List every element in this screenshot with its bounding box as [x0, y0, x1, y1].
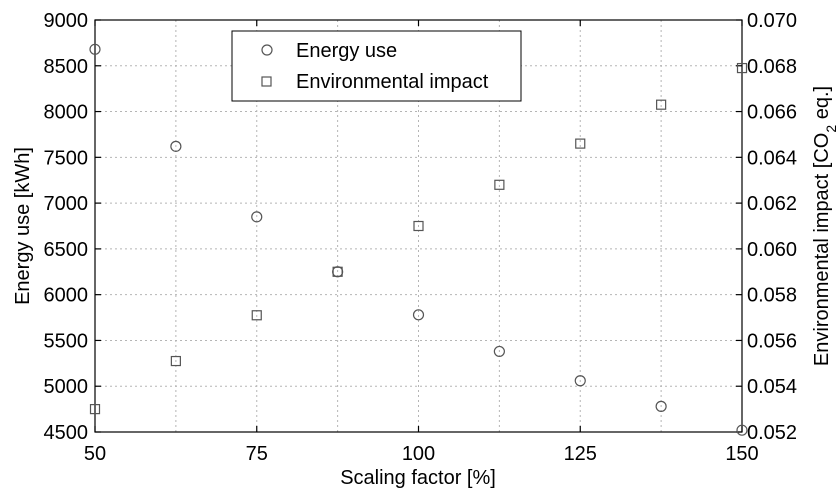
- energy-use-point: [251, 211, 263, 223]
- x-tick-label: 100: [402, 443, 435, 465]
- energy-use-point: [493, 345, 505, 358]
- legend-label-environmental-impact: Environmental impact: [296, 71, 489, 93]
- x-tick-label: 125: [564, 443, 597, 465]
- x-tick-labels: 50 75 100 125 150: [84, 443, 759, 465]
- environmental-impact-point: [89, 404, 101, 415]
- y-right-tick-label: 0.068: [747, 56, 797, 78]
- y-right-tick-label: 0.064: [747, 147, 797, 169]
- x-axis-label: Scaling factor [%]: [340, 467, 496, 489]
- environmental-impact-point: [251, 310, 262, 321]
- environmental-impact-point: [332, 266, 343, 277]
- energy-use-point: [655, 400, 667, 412]
- grid: [95, 20, 742, 432]
- energy-use-point: [170, 140, 182, 152]
- y-left-tick-label: 6000: [44, 285, 89, 307]
- environmental-impact-point: [736, 62, 748, 74]
- y-right-tick-label: 0.066: [747, 102, 797, 124]
- y-right-tick-label: 0.052: [747, 422, 797, 444]
- environmental-impact-point: [656, 99, 667, 110]
- legend-box: [231, 30, 522, 102]
- environmental-impact-point: [413, 220, 424, 232]
- x-tick-label: 50: [84, 443, 106, 465]
- environmental-impact-point: [575, 138, 586, 149]
- y-left-tick-label: 5000: [44, 376, 89, 398]
- energy-use-point: [89, 43, 101, 55]
- y-right-axis-label: Environmental impact [CO2 eq.]: [811, 86, 839, 366]
- y-left-tick-label: 4500: [44, 422, 89, 444]
- y-left-tick-label: 8500: [44, 56, 89, 78]
- y-right-tick-label: 0.058: [747, 285, 797, 307]
- energy-use-point: [412, 309, 425, 321]
- legend-label-energy-use: Energy use: [296, 40, 397, 62]
- x-tick-label: 75: [246, 443, 268, 465]
- y-right-tick-label: 0.070: [747, 10, 797, 32]
- energy-use-point: [736, 424, 748, 436]
- y-left-axis-label: Energy use [kWh]: [12, 147, 34, 305]
- y-right-tick-labels: 0.052 0.054 0.056 0.058 0.060 0.062 0.064 0.066…: [747, 10, 797, 444]
- legend-square-marker: [261, 76, 272, 87]
- x-tick-label: 150: [725, 443, 758, 465]
- legend-circle-marker: [261, 44, 273, 56]
- y-left-tick-label: 7500: [44, 147, 89, 169]
- y-left-tick-labels: 4500 5000 5500 6000 6500 7000 7500 8000 8500 9000: [44, 10, 89, 444]
- y-right-tick-label: 0.062: [747, 193, 797, 215]
- y-right-tick-label: 0.054: [747, 376, 797, 398]
- y-left-tick-label: 9000: [44, 10, 89, 32]
- environmental-impact-point: [170, 355, 181, 367]
- y-left-tick-label: 5500: [44, 330, 89, 352]
- markers: [89, 43, 748, 436]
- y-right-tick-label: 0.056: [747, 330, 797, 352]
- environmental-impact-point: [494, 179, 505, 190]
- y-left-tick-label: 7000: [44, 193, 89, 215]
- y-left-tick-label: 6500: [44, 239, 89, 261]
- energy-use-point: [574, 375, 586, 387]
- y-left-tick-label: 8000: [44, 102, 89, 124]
- legend: Energy use Environmental impact: [231, 30, 522, 102]
- y-right-tick-label: 0.060: [747, 239, 797, 261]
